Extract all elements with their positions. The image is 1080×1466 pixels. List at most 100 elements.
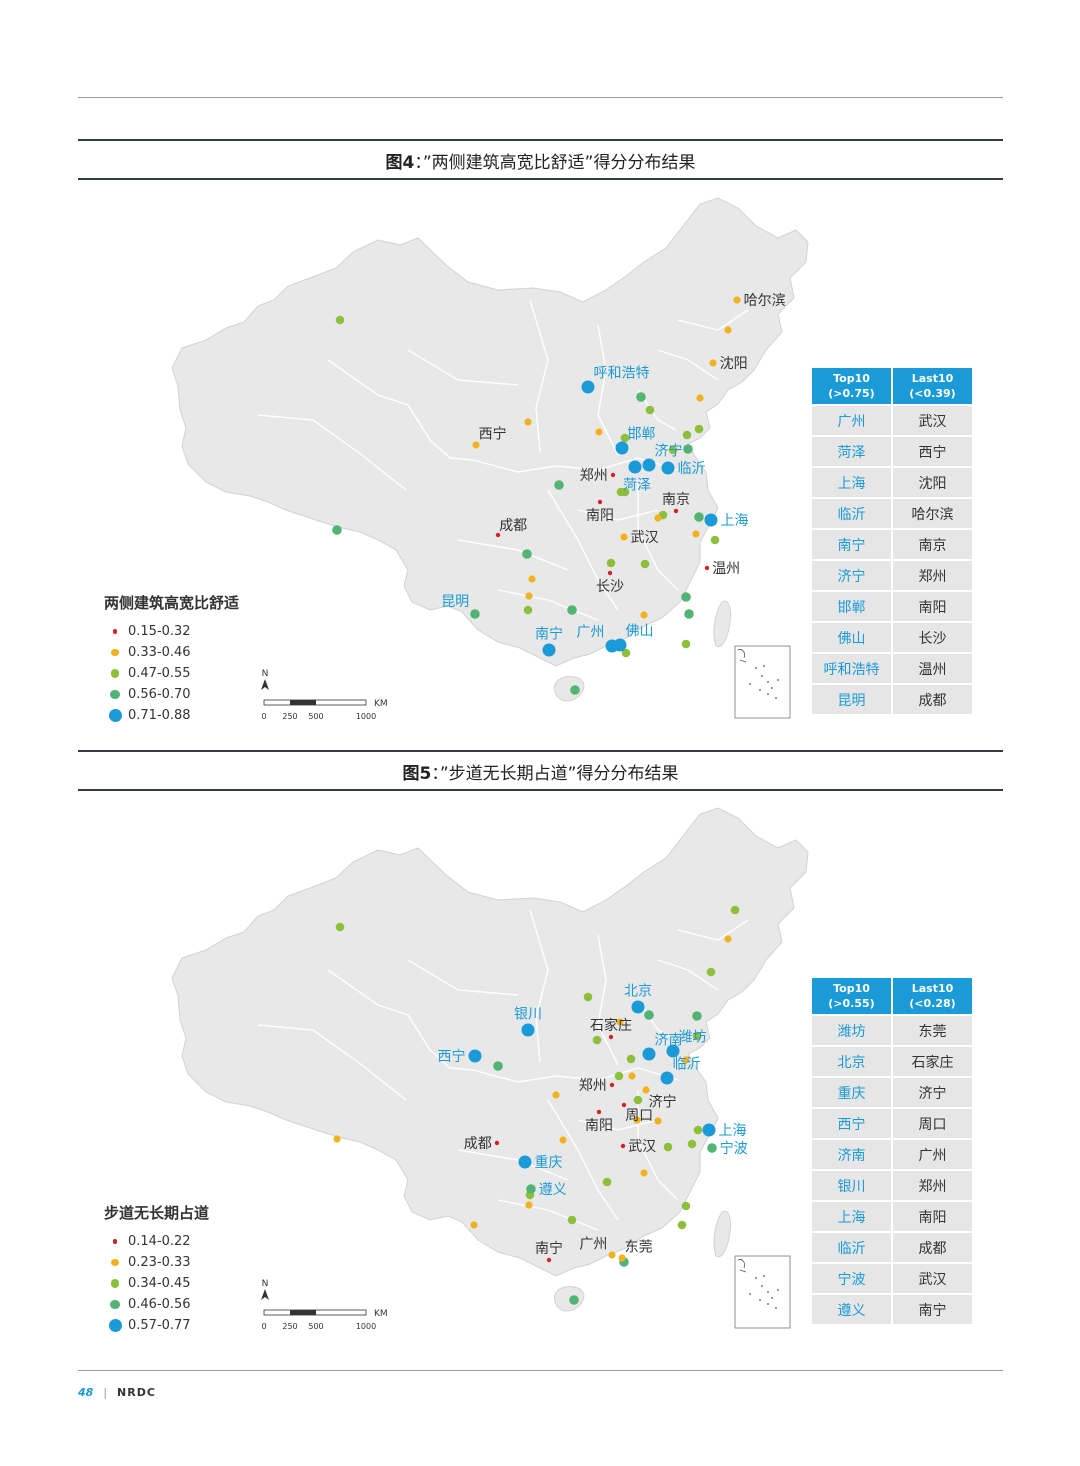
city-dot-东莞 bbox=[618, 1254, 626, 1262]
footer: 48 | NRDC bbox=[78, 1386, 156, 1399]
city-dot bbox=[640, 559, 650, 569]
fig4-legend: 两侧建筑高宽比舒适 0.15-0.32 0.33-0.46 0.47-0.55 0.5… bbox=[104, 592, 239, 726]
city-dot-南阳 bbox=[596, 1109, 602, 1115]
scale-tick-label: 250 bbox=[282, 1322, 297, 1331]
legend-label: 0.14-0.22 bbox=[128, 1234, 191, 1249]
last10-city: 东莞 bbox=[893, 1016, 972, 1045]
legend-label: 0.15-0.32 bbox=[128, 624, 191, 639]
city-dot bbox=[668, 445, 678, 455]
fig4-ranking-table: Top10 (>0.75) Last10 (<0.39) 广州 武汉 菏泽 西宁 上海 沈阳临… bbox=[810, 366, 974, 716]
last10-city: 济宁 bbox=[893, 1078, 972, 1107]
city-dot bbox=[692, 1011, 702, 1021]
city-dot bbox=[633, 1095, 643, 1105]
last10-city: 武汉 bbox=[893, 406, 972, 435]
legend-row: 0.71-0.88 bbox=[104, 705, 239, 726]
province-boundary bbox=[547, 489, 619, 611]
province-boundary bbox=[577, 509, 659, 521]
top10-city: 西宁 bbox=[812, 1109, 891, 1138]
table-row: 济南 广州 bbox=[812, 1140, 972, 1169]
city-dot bbox=[692, 1031, 702, 1041]
province-boundary bbox=[529, 299, 549, 453]
city-label: 武汉 bbox=[628, 1139, 656, 1155]
table-row: 上海 南阳 bbox=[812, 1202, 972, 1231]
taiwan-island bbox=[713, 1210, 731, 1258]
top10-city: 济宁 bbox=[812, 561, 891, 590]
top10-city: 临沂 bbox=[812, 1233, 891, 1262]
city-label: 重庆 bbox=[535, 1155, 563, 1171]
city-label: 西宁 bbox=[479, 425, 507, 442]
province-boundary bbox=[327, 359, 474, 461]
table-row: 遵义 南宁 bbox=[812, 1295, 972, 1324]
city-dot bbox=[522, 549, 532, 559]
legend-label: 0.56-0.70 bbox=[128, 687, 191, 702]
legend-swatch bbox=[108, 1319, 122, 1332]
north-label: N bbox=[262, 669, 269, 679]
city-dot bbox=[724, 326, 732, 334]
city-label: 昆明 bbox=[441, 594, 469, 610]
last10-city: 周口 bbox=[893, 1109, 972, 1138]
table-header-top10: Top10 (>0.55) bbox=[812, 978, 891, 1014]
top-divider bbox=[78, 97, 1003, 98]
city-dot bbox=[528, 575, 536, 583]
last10-city: 武汉 bbox=[893, 1264, 972, 1293]
north-label: N bbox=[262, 1279, 269, 1289]
city-dot-郑州 bbox=[609, 1082, 615, 1088]
city-dot-遵义 bbox=[526, 1184, 536, 1194]
fig5-legend: 步道无长期占道 0.14-0.22 0.23-0.33 0.34-0.45 0.46-… bbox=[104, 1202, 209, 1336]
city-dot-广州 bbox=[608, 1251, 616, 1259]
last10-city: 南阳 bbox=[893, 1202, 972, 1231]
top10-city: 邯郸 bbox=[812, 592, 891, 621]
fig5-legend-title: 步道无长期占道 bbox=[104, 1204, 210, 1222]
city-label: 佛山 bbox=[626, 624, 654, 640]
province-boundary bbox=[657, 959, 719, 991]
city-dot bbox=[552, 1091, 560, 1099]
city-dot bbox=[335, 315, 345, 325]
city-label: 南阳 bbox=[586, 508, 614, 524]
table-row: 南宁 南京 bbox=[812, 530, 972, 559]
last10-city: 石家庄 bbox=[893, 1047, 972, 1076]
city-dot bbox=[636, 392, 646, 402]
table-row: 佛山 长沙 bbox=[812, 623, 972, 652]
province-boundary bbox=[677, 309, 749, 331]
table-row: 临沂 哈尔滨 bbox=[812, 499, 972, 528]
city-dot bbox=[567, 605, 577, 615]
legend-row: 0.56-0.70 bbox=[104, 684, 239, 705]
top10-city: 银川 bbox=[812, 1171, 891, 1200]
top10-city: 北京 bbox=[812, 1047, 891, 1076]
city-dot-临沂 bbox=[660, 1071, 674, 1085]
table-row: 北京 石家庄 bbox=[812, 1047, 972, 1076]
city-label: 南宁 bbox=[535, 626, 563, 643]
city-label: 济南 bbox=[655, 1033, 683, 1049]
city-dot bbox=[693, 1125, 703, 1135]
province-boundary bbox=[547, 1099, 619, 1221]
city-label: 哈尔滨 bbox=[744, 293, 786, 309]
province-boundary bbox=[472, 1067, 679, 1083]
legend-swatch bbox=[110, 1299, 120, 1310]
city-dot bbox=[470, 1221, 478, 1229]
city-label: 郑州 bbox=[580, 468, 608, 484]
fig5-title-text: ：”步道无长期占道”得分分布结果 bbox=[431, 764, 679, 784]
legend-swatch bbox=[110, 1279, 120, 1288]
city-dot-昆明 bbox=[470, 609, 480, 619]
city-dot bbox=[645, 405, 655, 415]
city-dot bbox=[654, 514, 662, 522]
top10-city: 上海 bbox=[812, 468, 891, 497]
fig4-top-rule bbox=[78, 139, 1003, 141]
city-dot-济南 bbox=[642, 1047, 656, 1061]
scale-tick-label: 1000 bbox=[356, 712, 376, 721]
city-label: 临沂 bbox=[678, 461, 706, 477]
table-row: 西宁 周口 bbox=[812, 1109, 972, 1138]
city-dot bbox=[640, 1169, 648, 1177]
legend-swatch bbox=[110, 669, 120, 678]
city-label: 菏泽 bbox=[623, 478, 651, 494]
last10-city: 南宁 bbox=[893, 1295, 972, 1324]
city-dot bbox=[633, 1116, 641, 1124]
scale-tick-label: 1000 bbox=[356, 1322, 376, 1331]
legend-label: 0.46-0.56 bbox=[128, 1297, 191, 1312]
city-dot bbox=[569, 1295, 579, 1305]
fig5-title-prefix: 图5 bbox=[402, 764, 432, 784]
city-dot bbox=[606, 558, 616, 568]
city-dot bbox=[681, 1201, 691, 1211]
last10-city: 成都 bbox=[893, 1233, 972, 1262]
city-dot bbox=[681, 592, 691, 602]
